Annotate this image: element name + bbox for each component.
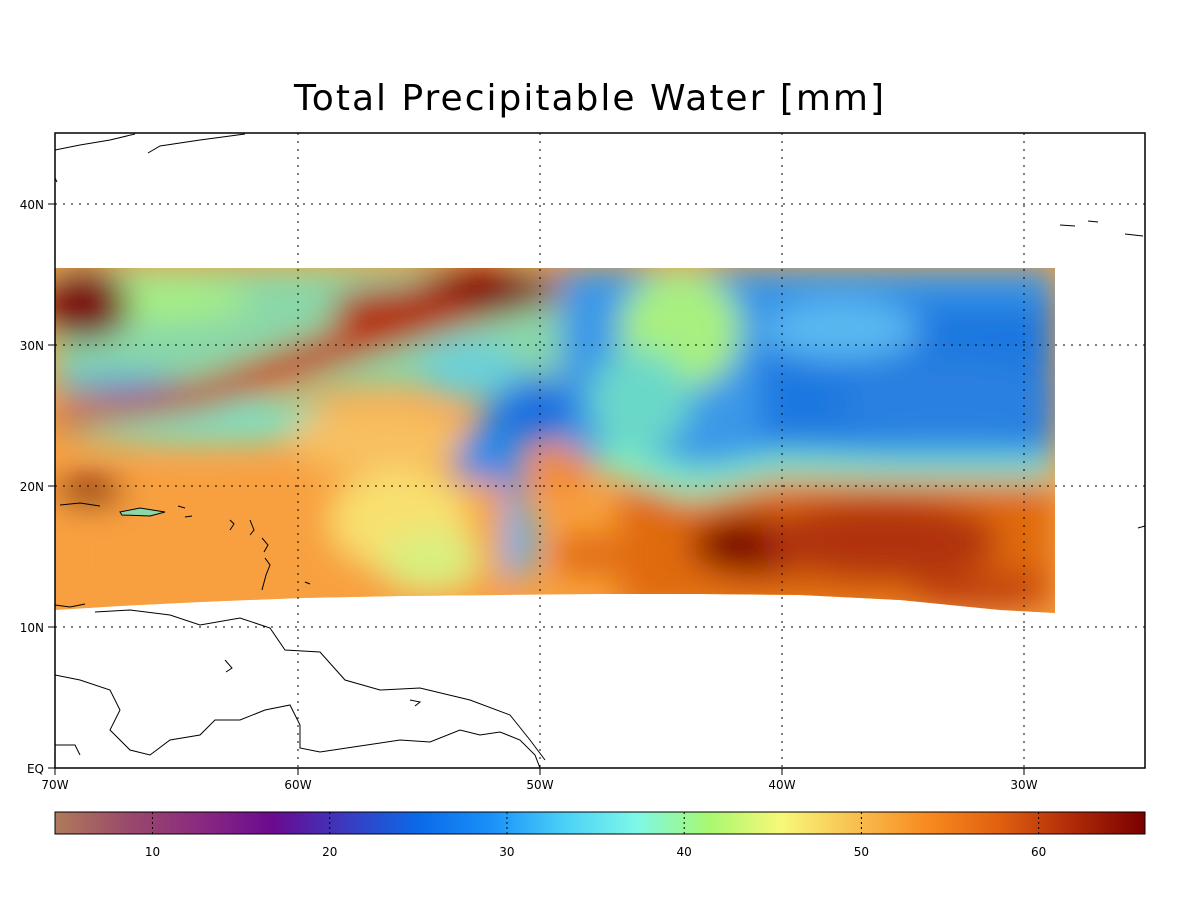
coastlines: [55, 133, 1145, 768]
colorbar-tick-label: 40: [677, 845, 692, 859]
map-grid: [55, 133, 1145, 768]
lon-tick-label: 50W: [526, 778, 553, 792]
lon-tick-label: 40W: [768, 778, 795, 792]
map-title: Total Precipitable Water [mm]: [293, 78, 887, 119]
lat-tick-labels: EQ 10N 20N 30N 40N: [20, 198, 44, 776]
colorbar-tick-label: 60: [1031, 845, 1046, 859]
lon-tick-label: 70W: [41, 778, 68, 792]
tpw-field: [55, 268, 1055, 613]
plot-frame: [54, 132, 1146, 769]
colorbar-tick-label: 50: [854, 845, 869, 859]
lat-tick-label: EQ: [27, 762, 44, 776]
colorbar-tick-label: 30: [499, 845, 514, 859]
colorbar-tick-label: 10: [145, 845, 160, 859]
lon-tick-label: 30W: [1010, 778, 1037, 792]
lat-tick-label: 20N: [20, 480, 44, 494]
colorbar-strip: [54, 811, 1146, 835]
lat-tick-label: 40N: [20, 198, 44, 212]
colorbar-tick-label: 20: [322, 845, 337, 859]
lon-tick-labels: 70W 60W 50W 40W 30W: [41, 778, 1037, 792]
lon-tick-label: 60W: [284, 778, 311, 792]
lat-tick-label: 10N: [20, 621, 44, 635]
colorbar: 10 20 30 40 50 60: [54, 811, 1146, 859]
lat-tick-label: 30N: [20, 339, 44, 353]
